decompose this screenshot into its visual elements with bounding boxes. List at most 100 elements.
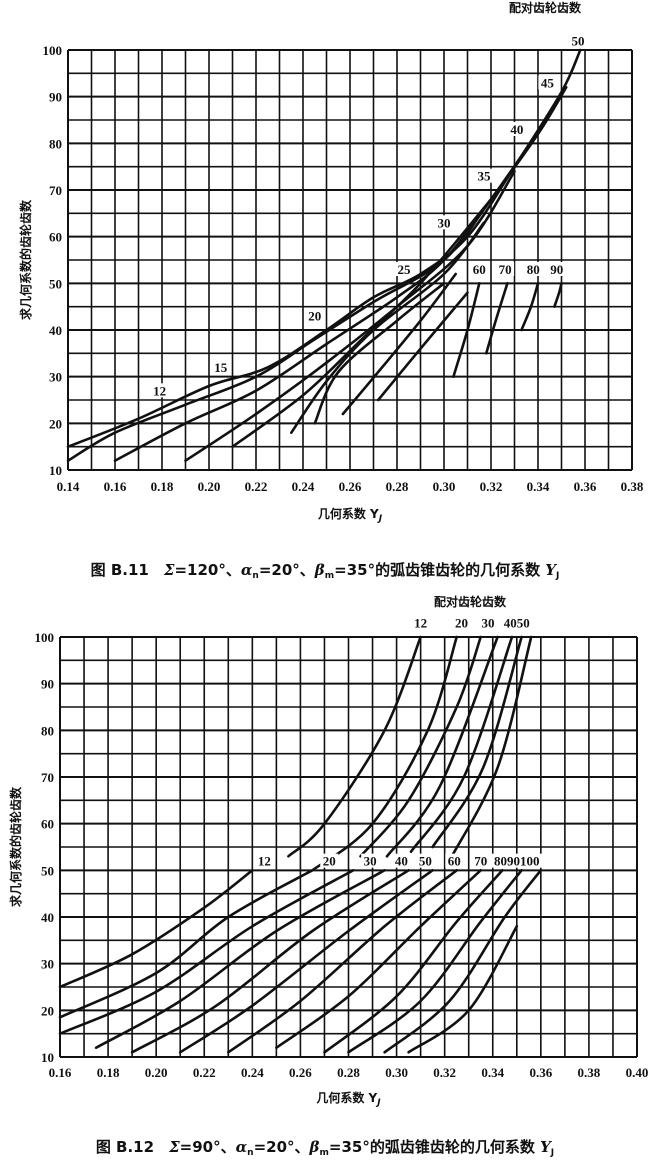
y-tick-label: 20 <box>41 1003 54 1018</box>
curve-label: 60 <box>473 262 486 277</box>
curve-label: 40 <box>395 854 408 869</box>
curve-label-background <box>452 615 471 630</box>
curve-label: 35 <box>477 169 491 184</box>
curve-label: 80 <box>527 262 540 277</box>
y-tick-label: 50 <box>41 863 54 878</box>
y-tick-label: 40 <box>41 910 54 925</box>
curve-label: 50 <box>419 854 432 869</box>
series-curve-9 <box>323 869 504 1054</box>
series-curve-1 <box>58 869 254 989</box>
caption-part: n <box>252 571 258 581</box>
y-tick-label: 30 <box>49 370 62 385</box>
y-tick-label: 70 <box>49 183 62 198</box>
x-axis-title: 几何系数 YJ <box>316 1090 381 1108</box>
series-curve-3 <box>113 137 535 462</box>
x-tick-label: 0.36 <box>529 1065 552 1080</box>
x-tick-label: 0.40 <box>626 1065 649 1080</box>
curve-label-background <box>568 33 587 48</box>
x-tick-label: 0.32 <box>433 1065 456 1080</box>
x-tick-label: 0.20 <box>198 479 221 494</box>
curve-label: 40 <box>510 122 523 137</box>
series-curve-2 <box>58 869 314 1019</box>
y-tick-label: 100 <box>43 43 63 58</box>
curve-label: 90 <box>550 262 563 277</box>
y-tick-label: 90 <box>49 90 62 105</box>
caption-part: α <box>241 561 253 579</box>
curve-label-background <box>416 853 435 868</box>
x-tick-label: 0.16 <box>49 1065 72 1080</box>
caption-part: β <box>309 1138 320 1156</box>
x-tick-label: 0.28 <box>337 1065 360 1080</box>
series-curve-11 <box>485 282 509 355</box>
caption-part: m <box>320 1148 329 1158</box>
curve-label-background <box>392 853 411 868</box>
caption-part: =20°、 <box>254 1138 310 1156</box>
caption-part: =120°、 <box>174 561 240 579</box>
y-axis-title: 求几何系数的齿轮齿数 <box>8 786 23 907</box>
legend-header: 配对齿轮齿数 <box>509 0 582 15</box>
x-tick-label: 0.28 <box>386 479 409 494</box>
y-axis-title: 求几何系数的齿轮齿数 <box>18 199 33 320</box>
series-curve-9 <box>376 291 469 402</box>
x-axis-title: 几何系数 YJ <box>318 506 383 524</box>
x-tick-label: 0.30 <box>385 1065 408 1080</box>
curve-label-background <box>474 168 493 183</box>
series-curve-18 <box>431 635 523 849</box>
curve-label-background <box>478 615 497 630</box>
x-tick-label: 0.34 <box>481 1065 504 1080</box>
y-tick-label: 50 <box>49 276 62 291</box>
curve-label: 30 <box>438 215 451 230</box>
curve-label-background <box>211 360 230 374</box>
caption-part: Σ <box>168 1138 180 1156</box>
curve-label-background <box>395 262 414 276</box>
x-tick-label: 0.32 <box>480 479 503 494</box>
x-tick-label: 0.20 <box>145 1065 168 1080</box>
series-curve-10 <box>452 282 481 378</box>
x-axis-title-subscript: J <box>375 1098 381 1108</box>
caption-part: =20°、 <box>259 561 315 579</box>
caption-part: Y <box>540 1138 552 1156</box>
curve-label-background <box>305 308 324 323</box>
curve-label-background <box>445 853 464 868</box>
x-axis-title-subscript: J <box>377 514 383 524</box>
curve-label: 50 <box>571 33 584 48</box>
curve-label-background <box>500 615 533 630</box>
x-tick-label: 0.24 <box>241 1065 264 1080</box>
series-curve-11 <box>383 869 543 1054</box>
curve-label-background <box>490 853 544 868</box>
curve-label: 8090100 <box>494 854 540 869</box>
caption-part: =90°、 <box>180 1138 236 1156</box>
caption-part: Y <box>545 561 557 579</box>
curve-label: 12 <box>258 854 271 869</box>
grid <box>67 49 633 471</box>
series-curve-5 <box>130 869 410 1054</box>
caption-part: α <box>236 1138 248 1156</box>
curve-label: 12 <box>153 383 166 398</box>
curve-label: 70 <box>499 262 512 277</box>
x-tick-label: 0.24 <box>292 479 315 494</box>
series-curve-10 <box>347 869 523 1054</box>
series-curve-19 <box>450 635 533 858</box>
curve-label: 45 <box>541 75 555 90</box>
curve-label-background <box>470 262 489 276</box>
y-tick-label: 70 <box>41 770 54 785</box>
caption-part: J <box>555 571 559 581</box>
x-tick-label: 0.14 <box>57 479 80 494</box>
legend-header: 配对齿轮齿数 <box>434 594 507 609</box>
series-curve-14 <box>311 635 458 872</box>
curve-label: 20 <box>308 309 321 324</box>
figure-caption: 图 B.11 Σ=120°、αn=20°、βm=35°的弧齿锥齿轮的几何系数 Y… <box>91 561 560 581</box>
caption-part: =35°的弧齿锥齿轮的几何系数 <box>329 1138 540 1156</box>
curve-label-background <box>411 615 430 630</box>
curve-label-background <box>471 853 490 868</box>
caption-part: β <box>314 561 325 579</box>
caption-part: J <box>550 1148 554 1158</box>
x-axis-title-text: 几何系数 Y <box>316 1090 377 1105</box>
series-curve-12 <box>520 282 540 332</box>
curve-label-background <box>361 853 380 868</box>
x-tick-label: 0.16 <box>104 479 127 494</box>
series-curve-6 <box>178 869 434 1054</box>
curve-label-background <box>150 383 169 398</box>
y-tick-label: 100 <box>35 630 55 645</box>
